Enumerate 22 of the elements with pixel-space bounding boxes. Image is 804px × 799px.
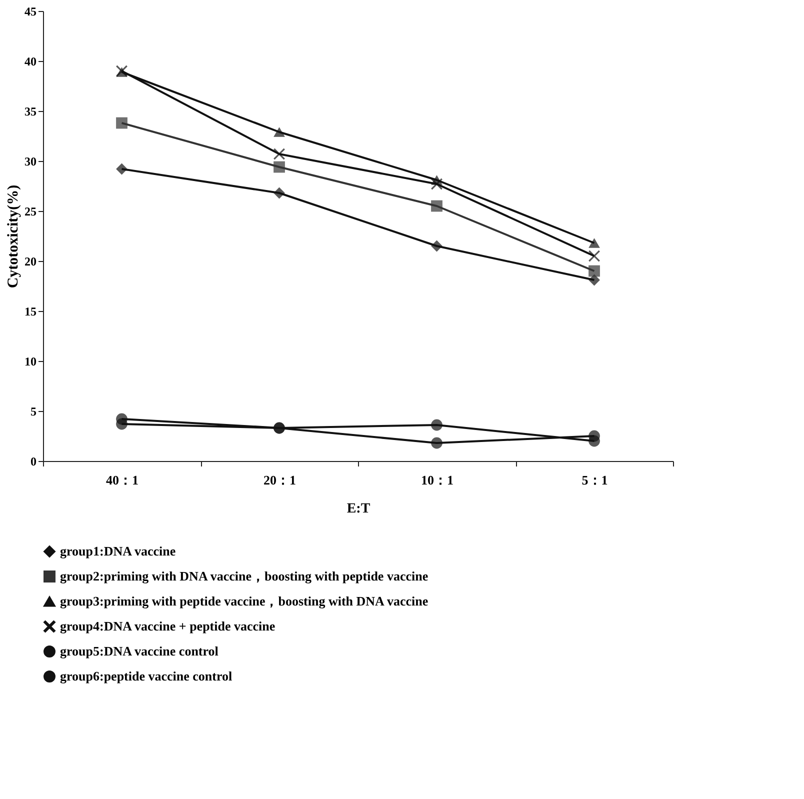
legend-label: group3:priming with peptide vaccine，boosting with DNA vaccine <box>60 594 428 608</box>
x-tick-label: 20：1 <box>264 472 296 488</box>
y-tick-label: 0 <box>30 454 36 468</box>
y-axis-title: Cytotoxicity(%) <box>6 184 22 288</box>
legend-label: group6:peptide vaccine control <box>60 668 233 684</box>
y-tick-label: 30 <box>24 154 36 168</box>
x-axis-title: E:T <box>346 502 371 516</box>
y-tick-label: 25 <box>24 204 36 218</box>
legend-label: group1:DNA vaccine <box>60 544 176 558</box>
y-tick-label: 10 <box>24 354 36 368</box>
y-tick-label: 20 <box>24 254 36 268</box>
y-tick-label: 35 <box>24 104 36 118</box>
y-tick-label: 15 <box>24 304 36 318</box>
legend-label: group5:DNA vaccine control <box>60 644 219 658</box>
y-tick-label: 40 <box>24 54 36 68</box>
legend-label: group4:DNA vaccine + peptide vaccine <box>60 618 276 634</box>
y-tick-label: 5 <box>30 404 36 418</box>
x-tick-label: 10：1 <box>421 472 454 488</box>
y-tick-label: 45 <box>24 4 36 18</box>
legend-label: group2:priming with DNA vaccine，boosting with peptide vaccine <box>60 568 428 584</box>
x-tick-label: 5：1 <box>582 472 608 488</box>
x-tick-label: 40：1 <box>106 472 138 488</box>
